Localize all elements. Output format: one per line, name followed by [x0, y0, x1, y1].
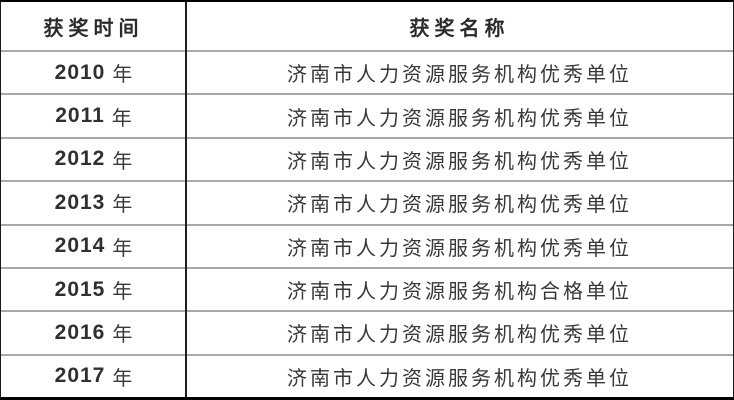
award-year-value: 2011: [55, 104, 105, 128]
award-name-cell: 济南市人力资源服务机构优秀单位: [287, 107, 632, 130]
column-divider-line: [185, 2, 187, 397]
award-year-unit: 年: [112, 64, 133, 87]
award-name-cell: 济南市人力资源服务机构优秀单位: [287, 150, 632, 173]
award-year-value: 2015: [54, 277, 106, 301]
table-row: 2013 年 济南市人力资源服务机构优秀单位: [1, 180, 733, 223]
award-year-cell: 2014 年: [1, 226, 186, 267]
table-row: 2010 年 济南市人力资源服务机构优秀单位: [1, 50, 733, 93]
award-year-unit: 年: [112, 237, 133, 260]
award-year-unit: 年: [112, 150, 133, 173]
column-header-award-name: 获奖名称: [409, 17, 510, 40]
award-name-cell: 济南市人力资源服务机构优秀单位: [287, 367, 632, 390]
table-row: 2014 年 济南市人力资源服务机构优秀单位: [1, 223, 733, 267]
award-year-value: 2017: [54, 364, 106, 388]
award-name-cell: 济南市人力资源服务机构优秀单位: [287, 64, 632, 87]
award-year-unit: 年: [112, 281, 133, 304]
award-year-unit: 年: [112, 367, 133, 390]
award-year-cell: 2017 年: [1, 356, 186, 397]
table-row: 2016 年 济南市人力资源服务机构优秀单位: [1, 310, 733, 353]
award-year-value: 2014: [54, 234, 106, 258]
award-year-unit: 年: [111, 107, 132, 130]
table-row: 2015 年 济南市人力资源服务机构合格单位: [1, 266, 733, 310]
table-row: 2012 年 济南市人力资源服务机构优秀单位: [1, 136, 733, 180]
table-header-row: 获奖时间 获奖名称: [1, 2, 733, 50]
award-name-cell: 济南市人力资源服务机构优秀单位: [287, 324, 632, 347]
award-year-cell: 2013 年: [1, 182, 186, 223]
award-year-value: 2016: [54, 320, 106, 344]
award-year-cell: 2016 年: [1, 312, 186, 353]
award-name-cell: 济南市人力资源服务机构优秀单位: [287, 237, 632, 260]
award-year-cell: 2012 年: [1, 139, 186, 180]
award-year-unit: 年: [112, 324, 133, 347]
award-year-value: 2012: [54, 147, 106, 171]
award-year-value: 2010: [54, 60, 106, 84]
column-header-award-time: 获奖时间: [43, 17, 144, 40]
table-row: 2017 年 济南市人力资源服务机构优秀单位: [1, 353, 733, 397]
award-name-cell: 济南市人力资源服务机构优秀单位: [287, 194, 632, 217]
award-name-cell: 济南市人力资源服务机构合格单位: [287, 281, 632, 304]
award-year-value: 2013: [54, 190, 106, 214]
award-year-unit: 年: [112, 194, 133, 217]
award-year-cell: 2015 年: [1, 269, 186, 310]
award-year-cell: 2011 年: [1, 95, 186, 136]
table-row: 2011 年 济南市人力资源服务机构优秀单位: [1, 93, 733, 136]
award-year-cell: 2010 年: [1, 52, 186, 93]
